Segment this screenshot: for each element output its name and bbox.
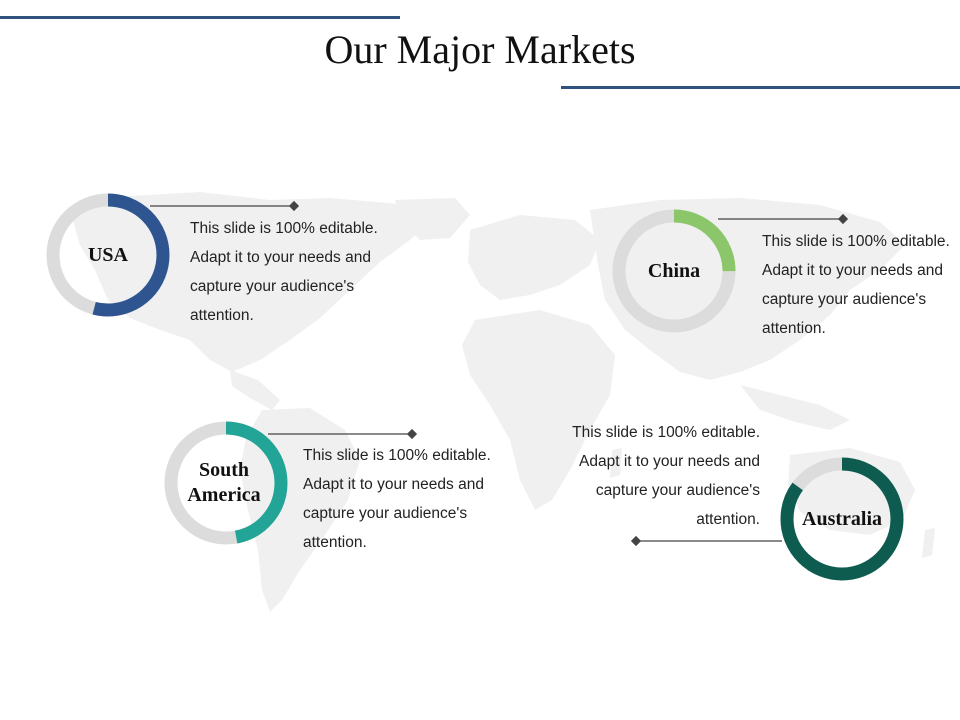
- china-donut-arc: [612, 209, 736, 333]
- top-accent-rule: [0, 16, 400, 19]
- china-donut-chart: [612, 209, 736, 333]
- china-connector-diamond: [837, 213, 849, 225]
- australia-donut-arc: [780, 457, 904, 581]
- australia-market-label: Australia: [802, 507, 882, 530]
- australia-description: This slide is 100% editable. Adapt it to…: [572, 424, 760, 528]
- map-africa: [462, 310, 615, 510]
- usa-connector-diamond: [288, 200, 300, 212]
- usa-market-label: USA: [87, 243, 128, 266]
- south-america-donut-chart: [164, 421, 288, 545]
- south-america-donut-arc: [164, 421, 288, 545]
- south-america-description: This slide is 100% editable. Adapt it to…: [303, 447, 491, 551]
- map-madagascar: [610, 448, 622, 478]
- usa-donut-chart: [46, 193, 170, 317]
- map-central-america: [230, 370, 280, 410]
- australia-connector-diamond: [630, 535, 642, 547]
- map-asia: [590, 198, 905, 380]
- map-southeast-asia: [740, 385, 850, 430]
- usa-description: This slide is 100% editable. Adapt it to…: [190, 220, 378, 324]
- map-greenland: [395, 198, 470, 240]
- china-market-label: China: [647, 259, 701, 282]
- south-america-market-label: South America: [187, 459, 261, 506]
- south-america-connector-diamond: [406, 428, 418, 440]
- usa-donut-arc: [46, 193, 170, 317]
- australia-donut-chart: [780, 457, 904, 581]
- slide-title: Our Major Markets: [324, 27, 636, 72]
- map-europe: [468, 215, 600, 300]
- china-description: This slide is 100% editable. Adapt it to…: [762, 233, 950, 337]
- map-new-zealand: [922, 528, 935, 558]
- bottom-accent-rule: [561, 86, 960, 89]
